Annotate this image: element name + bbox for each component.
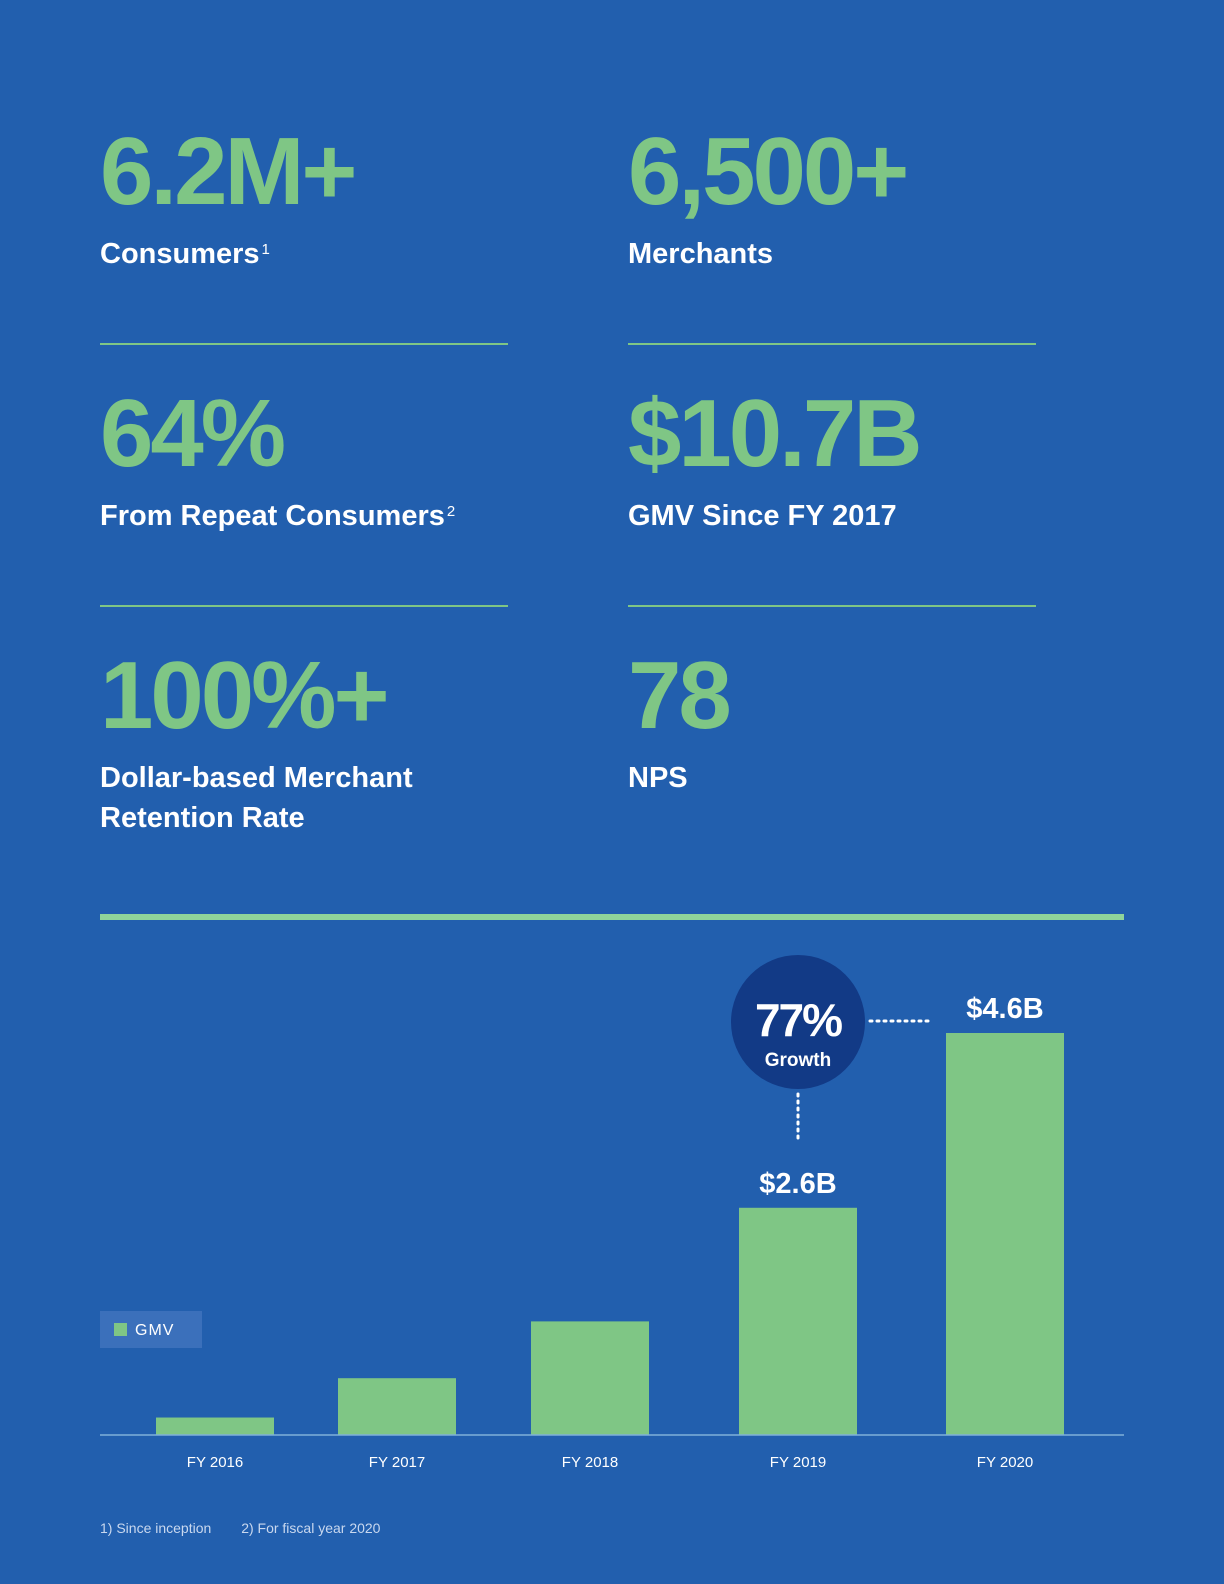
stat-nps: 78 NPS [628, 648, 1058, 798]
footnote-1: 1) Since inception [100, 1520, 212, 1536]
x-tick-label: FY 2017 [369, 1454, 425, 1471]
x-tick-label: FY 2018 [562, 1454, 618, 1471]
stat-retention-value: 100%+ [100, 642, 390, 749]
stat-gmv-total-label: GMV Since FY 2017 [628, 500, 897, 532]
footnote-ref-1: 1 [261, 241, 270, 258]
stat-repeat-consumers: 64% From Repeat Consumers 2 [100, 386, 530, 536]
stat-gmv-total: $10.7B GMV Since FY 2017 [628, 386, 1058, 536]
legend: GMV [100, 1311, 202, 1348]
bar-fy-2018 [531, 1321, 649, 1435]
stat-retention-label: Dollar-based Merchant Retention Rate [100, 758, 530, 838]
stat-consumers-value: 6.2M+ [100, 118, 357, 225]
footnotes: 1) Since inception 2) For fiscal year 20… [100, 1520, 406, 1536]
x-tick-labels: FY 2016 FY 2017 FY 2018 FY 2019 FY 2020 [187, 1454, 1033, 1471]
growth-annotation: 77% Growth [731, 955, 935, 1142]
divider-right-2 [628, 605, 1036, 607]
divider-left-1 [100, 343, 508, 345]
growth-value: 77% [755, 994, 842, 1046]
stat-repeat-value: 64% [100, 380, 286, 487]
bar-fy-2020 [946, 1033, 1064, 1435]
stat-merchants-label: Merchants [628, 238, 774, 270]
legend-label: GMV [135, 1322, 174, 1339]
footnote-2: 2) For fiscal year 2020 [241, 1520, 381, 1536]
stat-consumers-label-text: Consumers [100, 238, 260, 270]
x-tick-label: FY 2020 [977, 1454, 1033, 1471]
stat-merchants-value: 6,500+ [628, 118, 909, 225]
growth-circle [731, 955, 865, 1089]
bar-fy-2016 [156, 1417, 274, 1435]
gmv-bar-chart: GMV FY 2016 FY 2017 FY 2018 FY 2019 FY 2020 … [100, 955, 1124, 1471]
stat-retention-label-line2: Retention Rate [100, 802, 305, 834]
footnote-ref-2: 2 [446, 503, 456, 520]
stat-retention: 100%+ Dollar-based Merchant Retention Ra… [100, 648, 530, 838]
stat-merchants: 6,500+ Merchants [628, 124, 1058, 274]
data-label: $4.6B [966, 993, 1043, 1025]
stat-nps-label: NPS [628, 762, 688, 794]
stat-nps-value: 78 [628, 642, 732, 749]
data-labels: $2.6B $4.6B [759, 993, 1043, 1200]
stat-repeat-label-text: From Repeat Consumers [100, 500, 445, 532]
data-label: $2.6B [759, 1168, 836, 1200]
legend-swatch [114, 1323, 127, 1336]
bar-fy-2017 [338, 1378, 456, 1435]
bar-fy-2019 [739, 1207, 857, 1435]
stat-consumers: 6.2M+ Consumers 1 [100, 124, 530, 274]
stat-retention-label-line1: Dollar-based Merchant [100, 762, 413, 794]
growth-label: Growth [765, 1050, 832, 1071]
stat-gmv-total-value: $10.7B [628, 380, 923, 487]
divider-right-1 [628, 343, 1036, 345]
bars-group [156, 1033, 1064, 1435]
stat-repeat-label: From Repeat Consumers 2 [100, 496, 530, 536]
section-divider [100, 914, 1124, 920]
x-tick-label: FY 2019 [770, 1454, 826, 1471]
x-tick-label: FY 2016 [187, 1454, 243, 1471]
stat-consumers-label: Consumers 1 [100, 234, 530, 274]
divider-left-2 [100, 605, 508, 607]
